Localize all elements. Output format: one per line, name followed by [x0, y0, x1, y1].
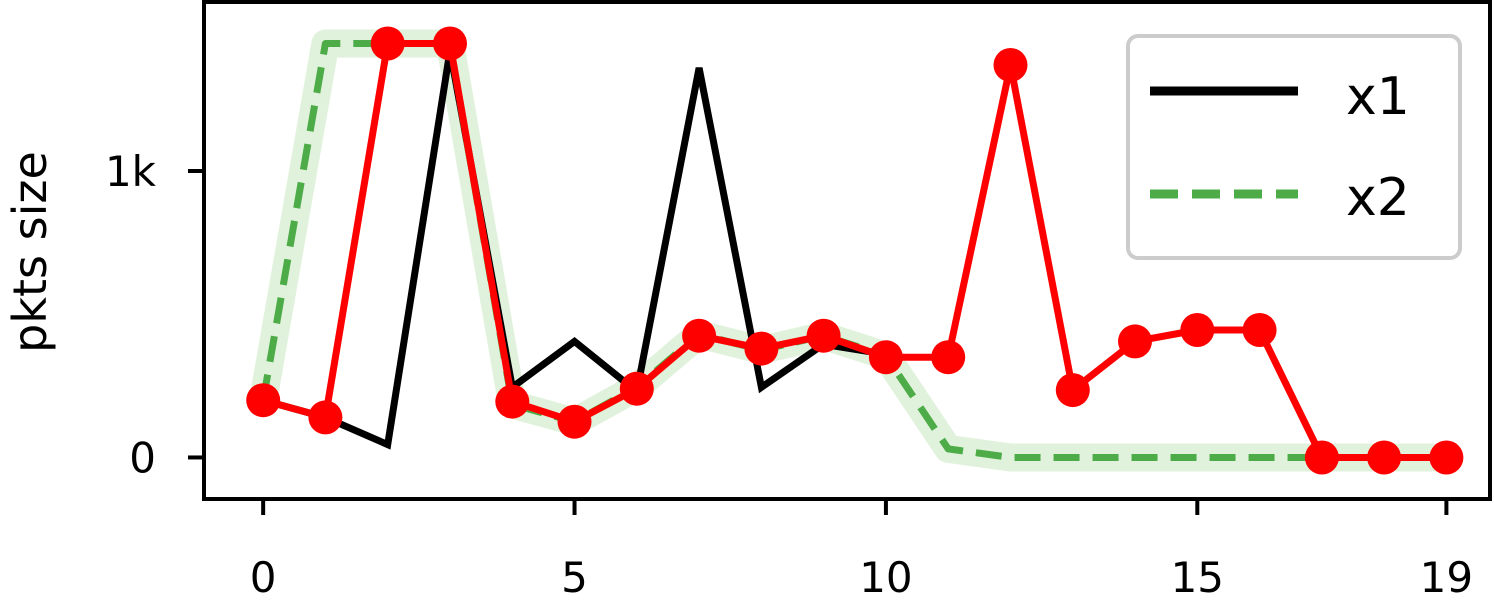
data-point-red-7 — [682, 318, 717, 353]
data-point-red-19 — [1429, 440, 1464, 475]
data-point-red-2 — [370, 26, 405, 61]
y-tick-label: 1k — [105, 147, 157, 196]
data-point-red-17 — [1304, 440, 1339, 475]
x-tick-label: 15 — [1171, 553, 1224, 602]
data-point-red-10 — [868, 340, 903, 375]
data-point-red-11 — [931, 340, 966, 375]
legend-label-x1: x1 — [1346, 67, 1410, 127]
data-point-red-6 — [619, 371, 654, 406]
data-point-red-16 — [1242, 313, 1277, 347]
series-line-x1 — [262, 50, 887, 450]
data-point-red-9 — [806, 318, 841, 353]
x-tick-label: 19 — [1420, 553, 1473, 602]
data-point-red-1 — [308, 400, 343, 435]
x-tick-label: 10 — [859, 553, 912, 602]
legend: x1 x2 — [1126, 34, 1462, 260]
legend-label-x2: x2 — [1346, 168, 1410, 228]
x-axis-ticks: 0 5 10 15 19 — [250, 499, 1473, 602]
x-tick-label: 5 — [561, 553, 588, 602]
legend-box — [1126, 34, 1462, 260]
data-point-red-5 — [557, 404, 592, 439]
data-point-red-8 — [744, 331, 779, 366]
y-axis-label: pkts size — [3, 151, 57, 353]
data-point-red-14 — [1118, 324, 1152, 359]
y-tick-label: 0 — [129, 433, 156, 482]
series-markers — [246, 26, 1464, 475]
data-point-red-12 — [993, 48, 1028, 82]
data-point-red-15 — [1180, 313, 1215, 347]
data-point-red-4 — [495, 384, 530, 419]
x-tick-label: 0 — [250, 553, 277, 602]
y-axis-ticks: 0 1k — [105, 147, 204, 482]
plot-frame — [202, 0, 1492, 501]
data-point-red-0 — [246, 383, 281, 418]
data-point-red-3 — [433, 26, 467, 61]
data-point-red-13 — [1055, 373, 1090, 408]
data-point-red-18 — [1367, 440, 1402, 475]
